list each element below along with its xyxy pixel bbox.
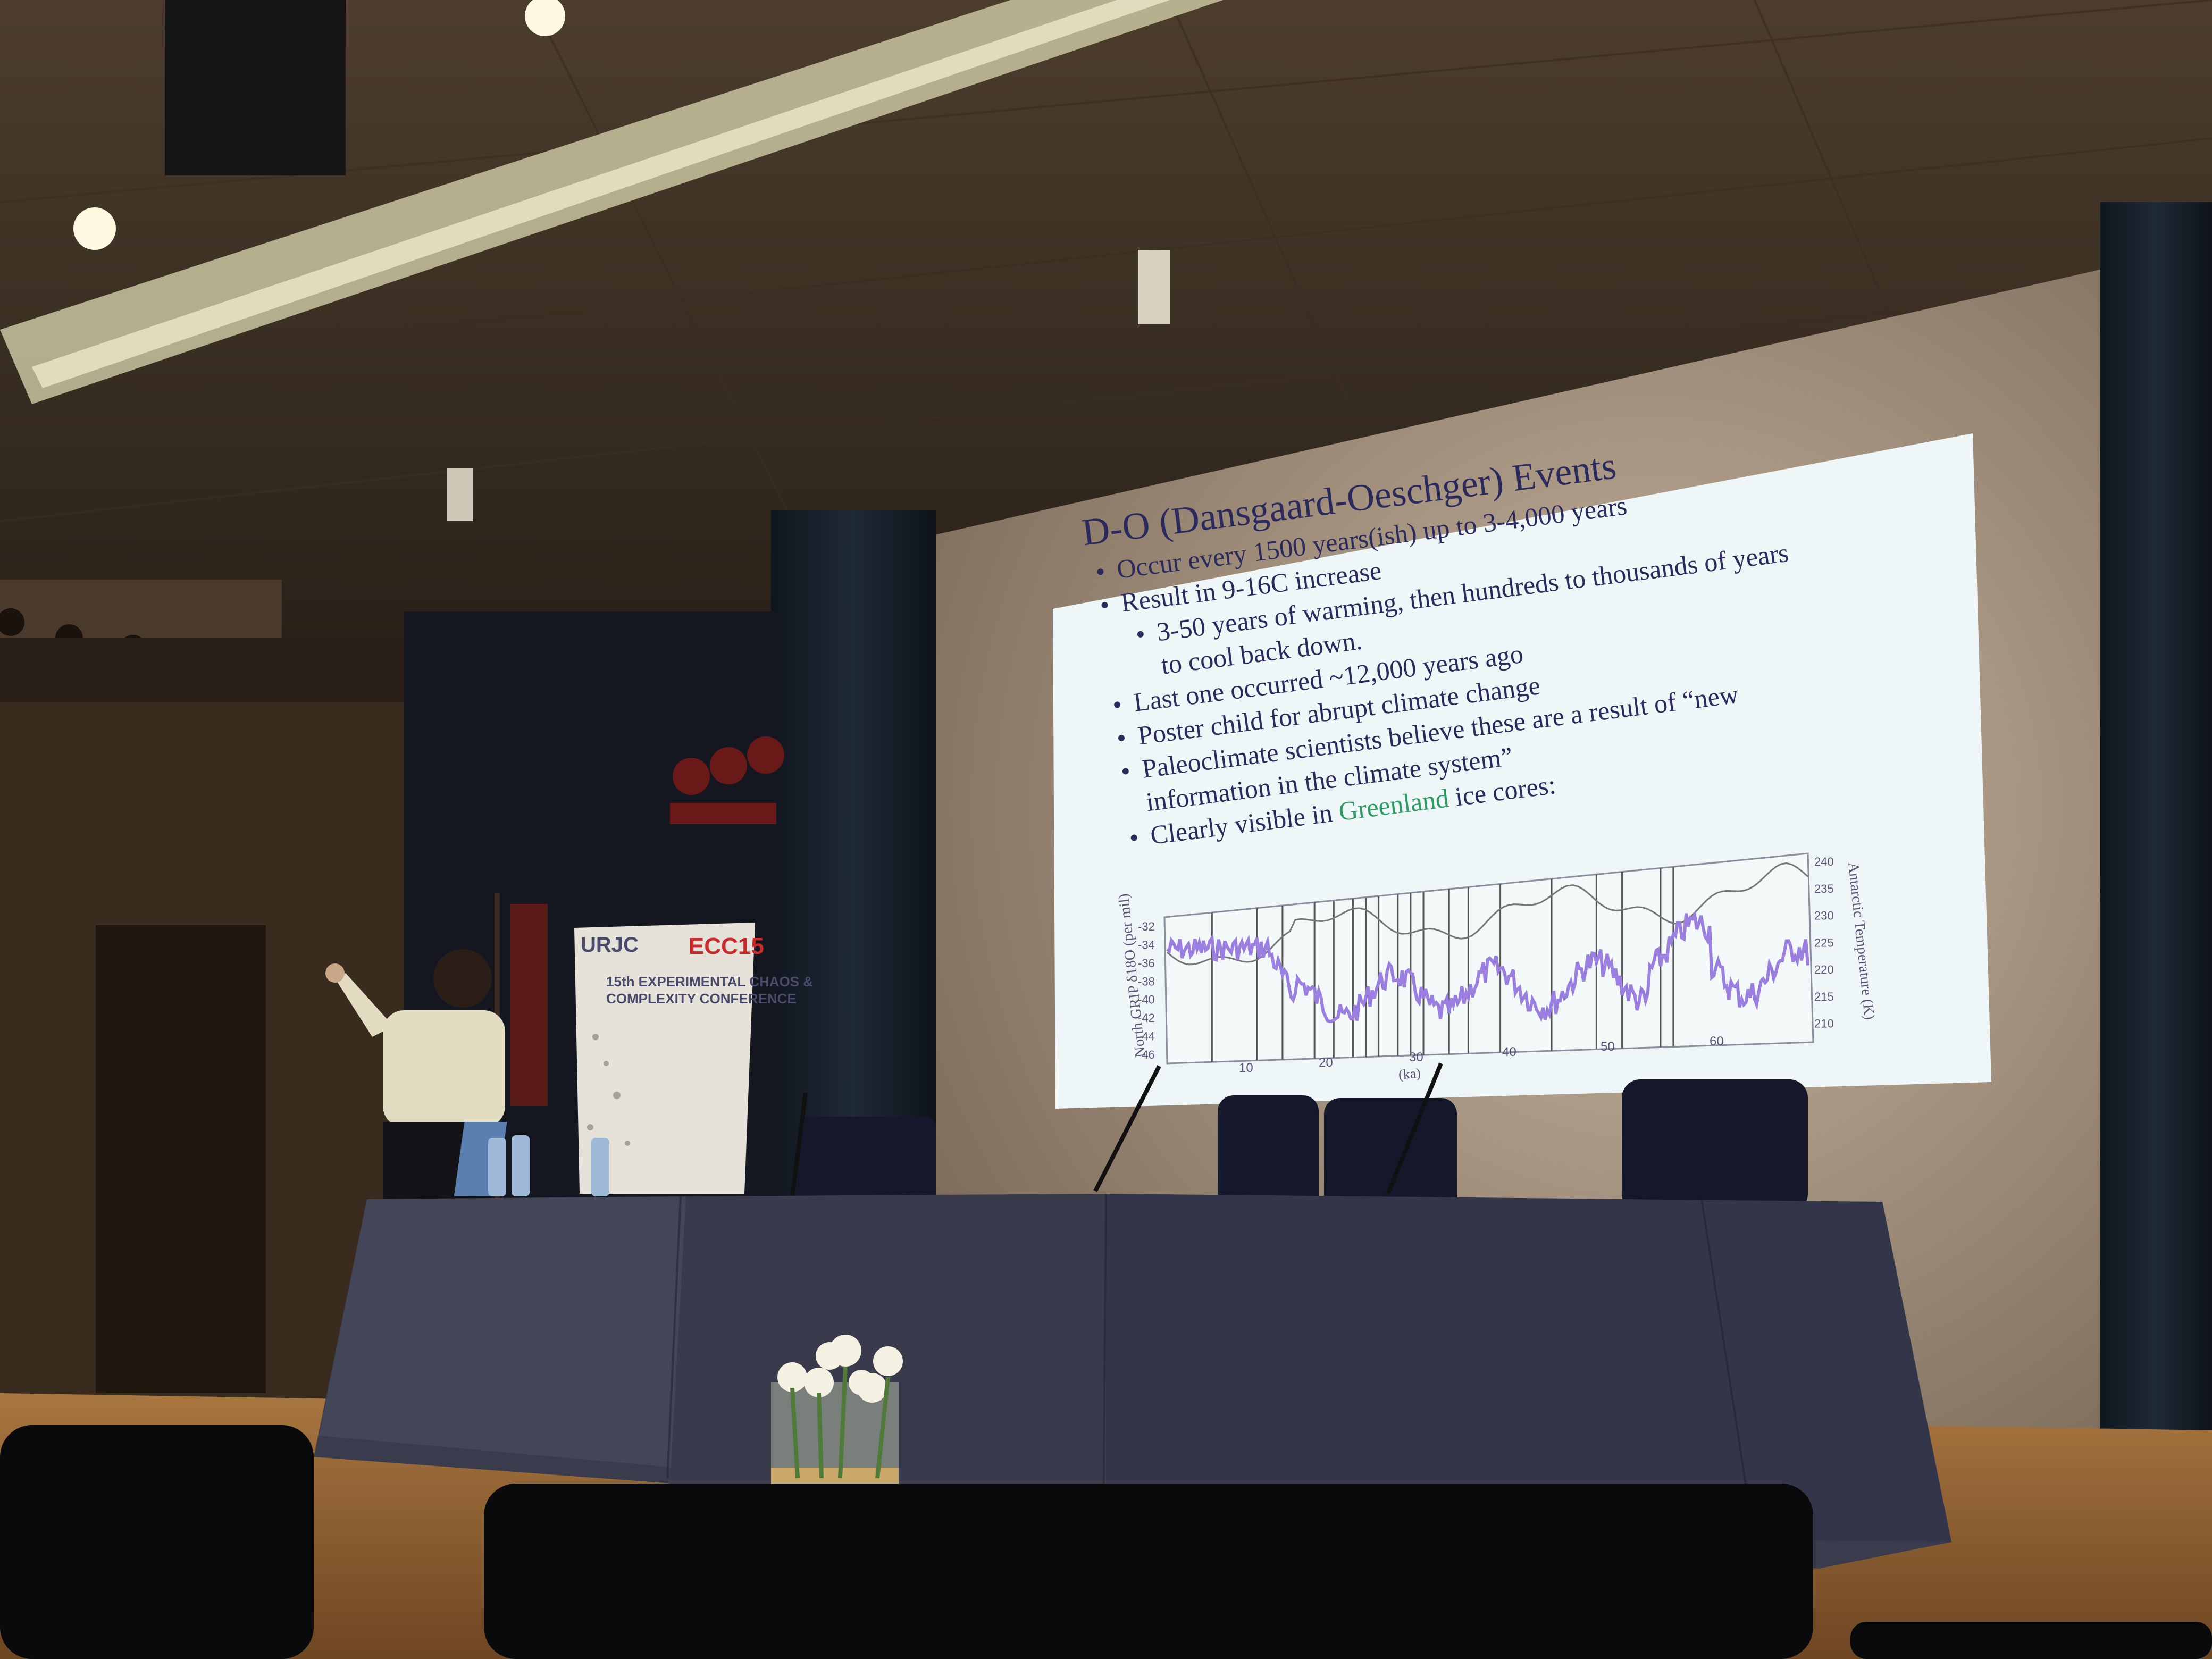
panel-chairs (798, 1079, 1808, 1212)
chart-y-right-tick: 220 (1814, 963, 1834, 976)
chart-x-tick: 60 (1710, 1034, 1724, 1049)
chart-y-right-tick: 225 (1814, 936, 1834, 949)
chart-y-right-tick: 215 (1814, 990, 1834, 1003)
university-logo (670, 736, 784, 824)
chart-y-right-tick: 235 (1814, 882, 1834, 895)
chart-x-tick: 40 (1502, 1045, 1516, 1059)
chart-y-left-tick: -44 (1138, 1029, 1155, 1043)
flag (510, 904, 548, 1106)
ceiling-tile-lines (0, 0, 2212, 532)
audience-seats (0, 1425, 2212, 1659)
chart-x-tick: 30 (1409, 1050, 1423, 1065)
chart-y-right-tick: 230 (1814, 909, 1834, 923)
chart-series-antarctic (1167, 862, 1808, 966)
chart-x-tick: 10 (1239, 1061, 1253, 1075)
curtain-right (2100, 202, 2212, 1531)
banner-subtitle: 15th EXPERIMENTAL CHAOS & COMPLEXITY CON… (606, 974, 814, 1007)
chart-y-left-tick: -32 (1138, 920, 1155, 933)
microphones (790, 1062, 1443, 1197)
ceiling-light-strip (0, 0, 1223, 404)
ceiling-speaker (165, 0, 346, 175)
chart-x-tick: 50 (1601, 1040, 1615, 1054)
chart-y-left-tick: -42 (1138, 1011, 1155, 1025)
chart-y-left-tick: -40 (1138, 993, 1155, 1007)
chart-series-greenland (1166, 910, 1809, 1023)
water-bottles (488, 1135, 609, 1196)
chart-x-tick: 20 (1319, 1055, 1333, 1070)
chart-y-left-tick: -34 (1138, 939, 1155, 952)
chart-x-axis-label: (ka) (1398, 1065, 1421, 1083)
door (96, 925, 266, 1393)
chart-y-left-tick: -38 (1138, 975, 1155, 988)
banner-university-label: URJC (581, 933, 639, 957)
chart-y-right-tick: 240 (1814, 855, 1834, 868)
ceiling-spotlight (525, 0, 565, 36)
do-event-markers (1211, 867, 1674, 1062)
chart-y-right-tick: 210 (1814, 1017, 1834, 1030)
ice-core-chart: -32 -34 -36 -38 -40 -42 -44 -46 240 235 230 225 220… (1138, 852, 1834, 1065)
chart-y-left-tick: -46 (1138, 1048, 1155, 1061)
chart-y-left-tick: -36 (1138, 957, 1155, 970)
panel-table (314, 1193, 1951, 1569)
ceiling-spotlight (73, 207, 116, 250)
banner-conference-label: ECC15 (689, 933, 764, 959)
conference-banner (574, 923, 755, 1194)
